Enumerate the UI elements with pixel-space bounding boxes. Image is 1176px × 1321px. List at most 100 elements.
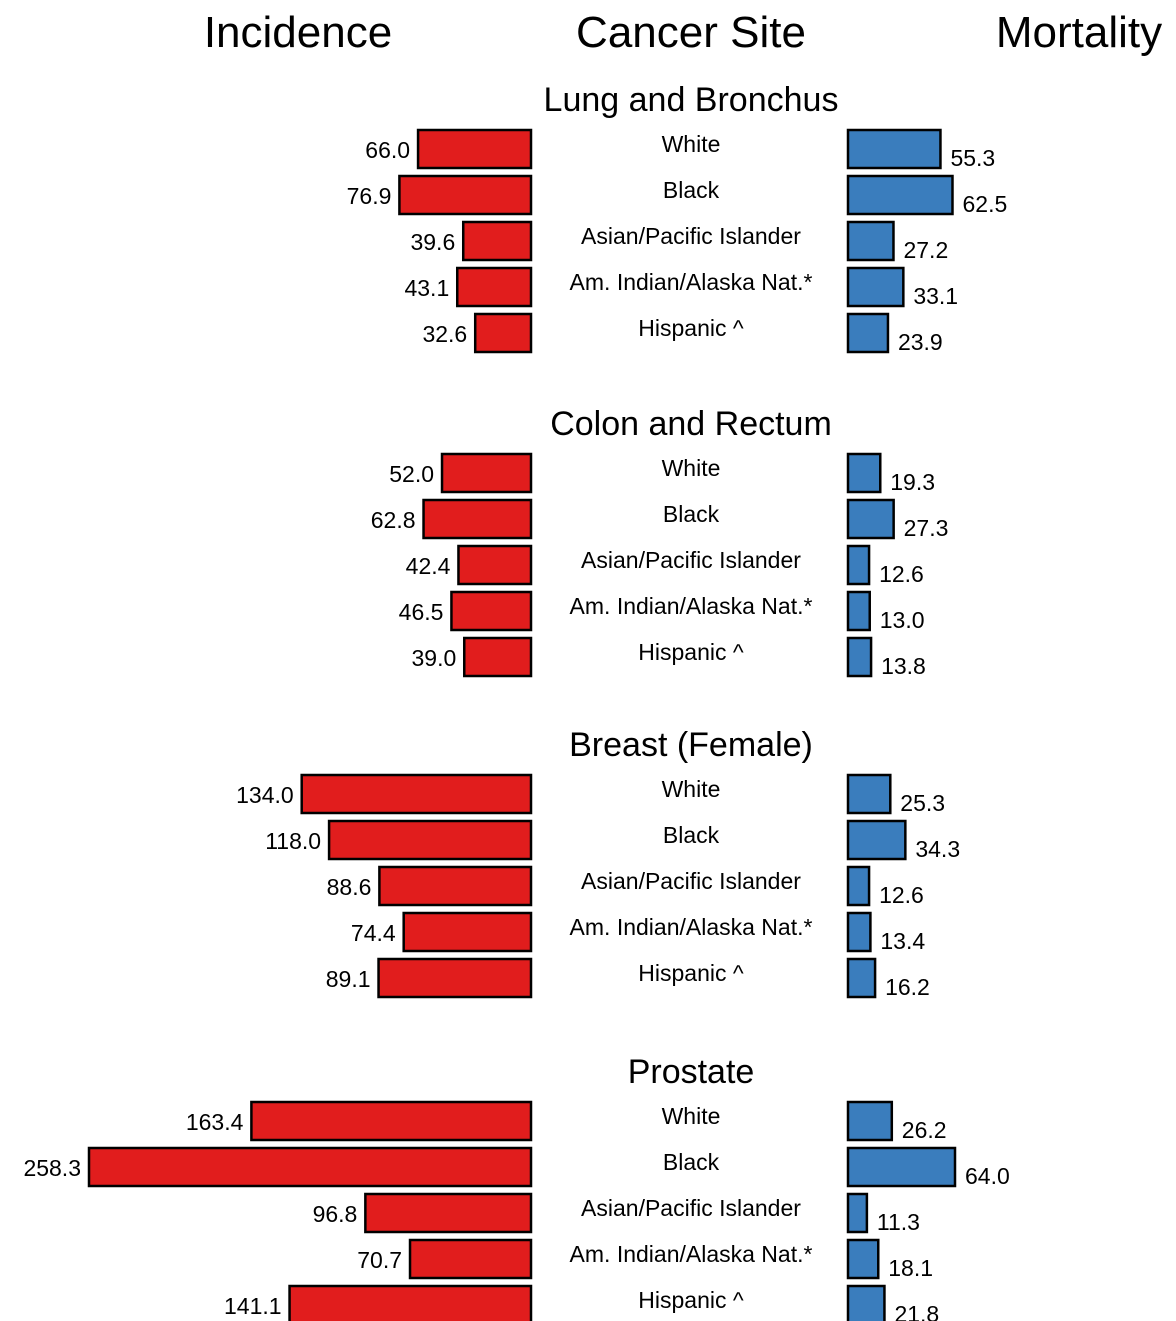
mortality-bar	[846, 590, 871, 632]
incidence-value-label: 88.6	[327, 874, 372, 900]
incidence-value-label: 46.5	[399, 599, 444, 625]
incidence-value-label: 43.1	[404, 275, 449, 301]
section-title: Colon and Rectum	[550, 405, 832, 443]
section-title: Breast (Female)	[569, 726, 813, 764]
mortality-bar	[846, 636, 873, 678]
mortality-value-label: 23.9	[898, 329, 943, 355]
mortality-bar	[846, 1284, 886, 1321]
chart-sections: Lung and Bronchus 66.0 White 55.3 76.9 Black 6…	[23, 81, 1010, 1321]
mortality-value-label: 27.3	[904, 515, 949, 541]
incidence-value-label: 89.1	[326, 966, 371, 992]
section-1: Colon and Rectum 52.0 White 19.3 62.8 Black 27…	[371, 405, 949, 679]
incidence-value-label: 76.9	[347, 183, 392, 209]
mortality-value-label: 34.3	[915, 836, 960, 862]
mortality-value-label: 11.3	[877, 1209, 920, 1235]
section-3: Prostate 163.4 White 26.2 258.3 Black 64.0 96.8…	[23, 1053, 1010, 1321]
category-label: Am. Indian/Alaska Nat.*	[570, 593, 813, 619]
category-label: Black	[663, 177, 720, 203]
category-label: Am. Indian/Alaska Nat.*	[570, 914, 813, 940]
mortality-value-label: 18.1	[888, 1255, 933, 1281]
incidence-value-label: 42.4	[406, 553, 451, 579]
mortality-value-label: 64.0	[965, 1163, 1010, 1189]
mortality-value-label: 27.2	[903, 237, 948, 263]
incidence-bar	[288, 1284, 533, 1321]
category-label: Asian/Pacific Islander	[581, 547, 801, 573]
mortality-header: Mortality	[996, 8, 1162, 57]
incidence-value-label: 74.4	[351, 920, 396, 946]
mortality-bar	[846, 220, 895, 262]
incidence-bar	[250, 1100, 533, 1142]
mortality-value-label: 12.6	[879, 882, 924, 908]
mortality-value-label: 13.0	[880, 607, 925, 633]
incidence-bar	[398, 174, 533, 216]
category-label: White	[662, 1103, 721, 1129]
mortality-value-label: 12.6	[879, 561, 924, 587]
category-label: Asian/Pacific Islander	[581, 223, 801, 249]
mortality-value-label: 55.3	[950, 145, 995, 171]
incidence-bar	[455, 266, 533, 308]
mortality-bar	[846, 1238, 880, 1280]
incidence-bar	[402, 911, 533, 953]
incidence-value-label: 118.0	[265, 828, 321, 854]
mortality-bar	[846, 819, 907, 861]
category-label: Asian/Pacific Islander	[581, 1195, 801, 1221]
category-label: White	[662, 455, 721, 481]
incidence-bar	[422, 498, 533, 540]
mortality-value-label: 26.2	[902, 1117, 947, 1143]
mortality-value-label: 25.3	[900, 790, 945, 816]
incidence-bar	[300, 773, 533, 815]
incidence-bar	[378, 865, 533, 907]
mortality-bar	[846, 174, 954, 216]
incidence-bar	[364, 1192, 533, 1234]
incidence-value-label: 52.0	[389, 461, 434, 487]
category-label: Hispanic ^	[638, 639, 744, 665]
mortality-value-label: 21.8	[894, 1301, 939, 1321]
section-0: Lung and Bronchus 66.0 White 55.3 76.9 Black 6…	[347, 81, 1008, 355]
category-label: Asian/Pacific Islander	[581, 868, 801, 894]
incidence-value-label: 96.8	[313, 1201, 358, 1227]
incidence-value-label: 39.6	[410, 229, 455, 255]
incidence-bar	[463, 636, 533, 678]
category-label: Am. Indian/Alaska Nat.*	[570, 1241, 813, 1267]
incidence-value-label: 32.6	[422, 321, 467, 347]
category-label: Hispanic ^	[638, 960, 744, 986]
category-label: Black	[663, 822, 720, 848]
category-label: Am. Indian/Alaska Nat.*	[570, 269, 813, 295]
mortality-value-label: 62.5	[962, 191, 1007, 217]
incidence-bar	[440, 452, 533, 494]
incidence-bar	[377, 957, 533, 999]
mortality-bar	[846, 498, 895, 540]
category-label: Hispanic ^	[638, 315, 744, 341]
incidence-value-label: 134.0	[236, 782, 294, 808]
mortality-value-label: 33.1	[913, 283, 958, 309]
section-title: Lung and Bronchus	[544, 81, 839, 119]
category-label: Black	[663, 1149, 720, 1175]
incidence-value-label: 163.4	[186, 1109, 244, 1135]
mortality-bar	[846, 544, 871, 586]
incidence-bar	[416, 128, 533, 170]
incidence-bar	[408, 1238, 533, 1280]
incidence-header: Incidence	[204, 8, 392, 57]
mortality-bar	[846, 1192, 869, 1234]
mortality-bar	[846, 1146, 957, 1188]
incidence-bar	[450, 590, 533, 632]
category-label: White	[662, 776, 721, 802]
incidence-bar	[87, 1146, 533, 1188]
incidence-bar	[457, 544, 533, 586]
mortality-value-label: 13.8	[881, 653, 926, 679]
incidence-bar	[461, 220, 533, 262]
incidence-value-label: 258.3	[23, 1155, 81, 1181]
mortality-bar	[846, 773, 892, 815]
incidence-value-label: 62.8	[371, 507, 416, 533]
incidence-value-label: 39.0	[411, 645, 456, 671]
category-label: Black	[663, 501, 720, 527]
mortality-value-label: 13.4	[880, 928, 925, 954]
mortality-value-label: 16.2	[885, 974, 930, 1000]
category-label: White	[662, 131, 721, 157]
mortality-bar	[846, 865, 871, 907]
mortality-bar	[846, 911, 872, 953]
cancer-site-header: Cancer Site	[576, 8, 806, 57]
incidence-value-label: 141.1	[224, 1293, 282, 1319]
category-label: Hispanic ^	[638, 1287, 744, 1313]
